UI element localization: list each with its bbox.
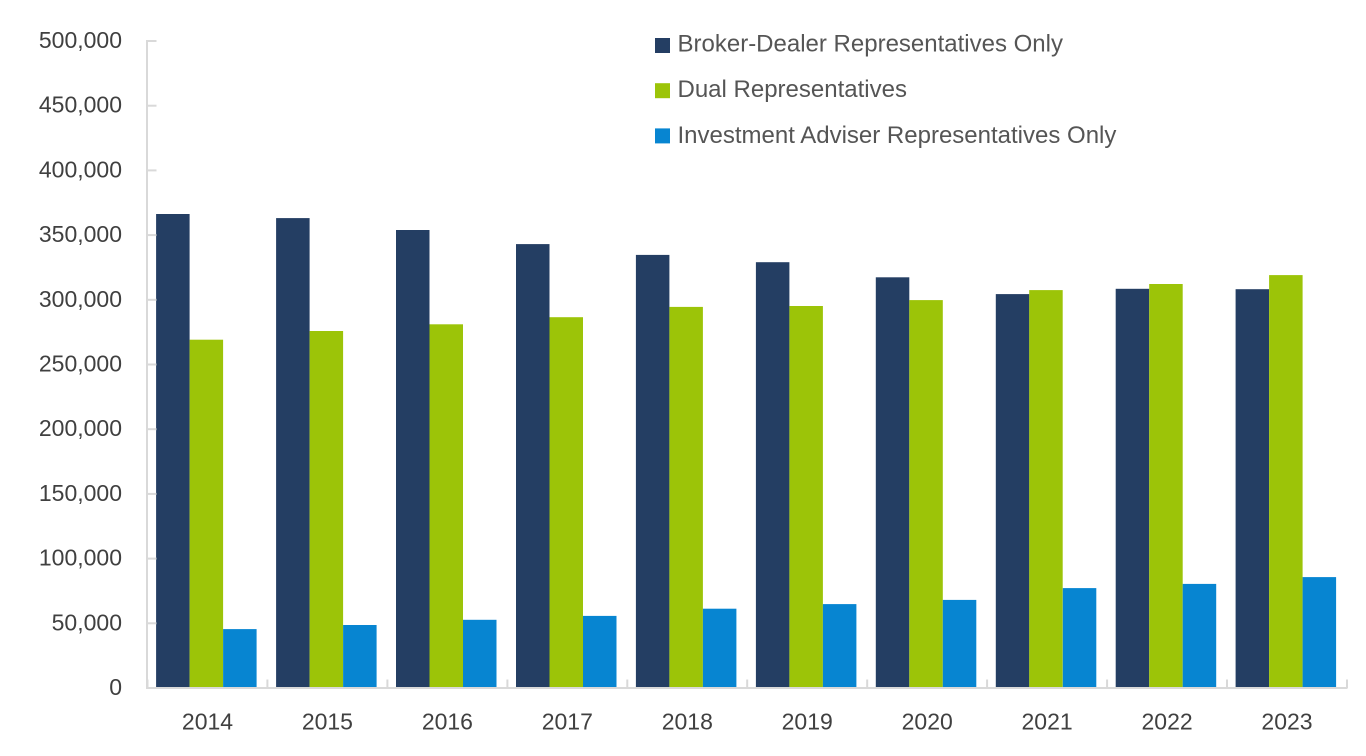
- svg-text:50,000: 50,000: [52, 609, 122, 635]
- svg-text:2023: 2023: [1261, 708, 1312, 734]
- svg-text:Dual Representatives: Dual Representatives: [678, 76, 907, 103]
- svg-text:Investment Adviser Representat: Investment Adviser Representatives Only: [678, 122, 1117, 149]
- svg-text:2020: 2020: [902, 708, 953, 734]
- svg-text:2018: 2018: [662, 708, 713, 734]
- svg-text:450,000: 450,000: [39, 92, 122, 118]
- svg-text:500,000: 500,000: [39, 27, 122, 53]
- svg-text:200,000: 200,000: [39, 415, 122, 441]
- svg-text:2015: 2015: [302, 708, 353, 734]
- svg-text:100,000: 100,000: [39, 545, 122, 571]
- svg-text:350,000: 350,000: [39, 221, 122, 247]
- svg-text:250,000: 250,000: [39, 351, 122, 377]
- svg-text:300,000: 300,000: [39, 286, 122, 312]
- svg-text:2017: 2017: [542, 708, 593, 734]
- svg-text:Broker-Dealer Representatives: Broker-Dealer Representatives Only: [678, 31, 1064, 58]
- svg-text:150,000: 150,000: [39, 480, 122, 506]
- svg-text:2019: 2019: [782, 708, 833, 734]
- svg-text:2021: 2021: [1022, 708, 1073, 734]
- svg-text:2014: 2014: [182, 708, 233, 734]
- svg-text:0: 0: [109, 674, 122, 700]
- svg-text:2016: 2016: [422, 708, 473, 734]
- svg-text:400,000: 400,000: [39, 156, 122, 182]
- svg-text:2022: 2022: [1142, 708, 1193, 734]
